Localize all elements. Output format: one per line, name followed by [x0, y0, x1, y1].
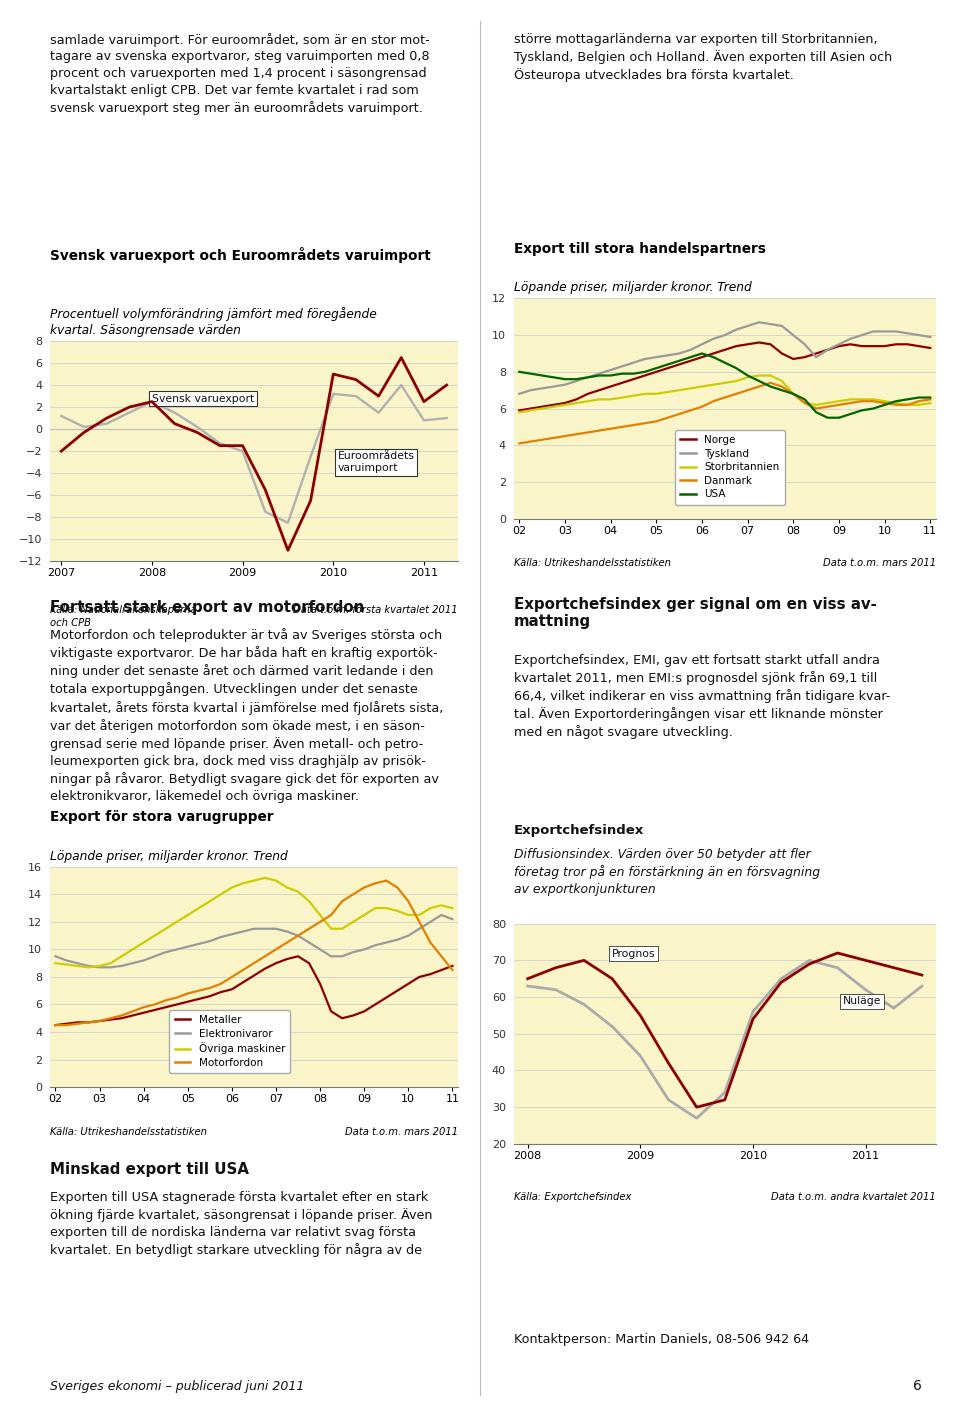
Text: 6: 6	[913, 1378, 922, 1393]
Legend: Metaller, Elektronivaror, Övriga maskiner, Motorfordon: Metaller, Elektronivaror, Övriga maskine…	[169, 1010, 290, 1073]
Legend: Norge, Tyskland, Storbritannien, Danmark, USA: Norge, Tyskland, Storbritannien, Danmark…	[675, 429, 784, 504]
Text: Diffusionsindex. Värden över 50 betyder att fler
företag tror på en förstärkning: Diffusionsindex. Värden över 50 betyder …	[514, 848, 820, 897]
Text: Nuläge: Nuläge	[843, 996, 881, 1006]
Text: Källa: Nationalräkenskaperna
och CPB: Källa: Nationalräkenskaperna och CPB	[50, 605, 197, 628]
Text: Källa: Utrikeshandelsstatistiken: Källa: Utrikeshandelsstatistiken	[50, 1127, 207, 1137]
Text: större mottagarländerna var exporten till Storbritannien,
Tyskland, Belgien och : större mottagarländerna var exporten til…	[514, 33, 892, 82]
Text: Kontaktperson: Martin Daniels, 08-506 942 64: Kontaktperson: Martin Daniels, 08-506 94…	[514, 1333, 808, 1346]
Text: Löpande priser, miljarder kronor. Trend: Löpande priser, miljarder kronor. Trend	[514, 281, 752, 294]
Text: Exporten till USA stagnerade första kvartalet efter en stark
ökning fjärde kvart: Exporten till USA stagnerade första kvar…	[50, 1191, 432, 1256]
Text: Exportchefsindex, EMI, gav ett fortsatt starkt utfall andra
kvartalet 2011, men : Exportchefsindex, EMI, gav ett fortsatt …	[514, 654, 890, 739]
Text: Fortsatt stark export av motorfordon: Fortsatt stark export av motorfordon	[50, 600, 364, 615]
Text: Källa: Utrikeshandelsstatistiken: Källa: Utrikeshandelsstatistiken	[514, 558, 671, 568]
Text: Löpande priser, miljarder kronor. Trend: Löpande priser, miljarder kronor. Trend	[50, 850, 288, 863]
Text: Data t.o.m. mars 2011: Data t.o.m. mars 2011	[345, 1127, 458, 1137]
Text: Svensk varuexport: Svensk varuexport	[152, 394, 254, 404]
Text: samlade varuimport. För euroområdet, som är en stor mot-
tagare av svenska expor: samlade varuimport. För euroområdet, som…	[50, 33, 430, 115]
Text: Sveriges ekonomi – publicerad juni 2011: Sveriges ekonomi – publicerad juni 2011	[50, 1380, 304, 1393]
Text: Exportchefsindex: Exportchefsindex	[514, 824, 644, 837]
Text: Euroområdets
varuimport: Euroområdets varuimport	[338, 452, 415, 473]
Text: Data t.o.m. första kvartalet 2011: Data t.o.m. första kvartalet 2011	[294, 605, 458, 615]
Text: Prognos: Prognos	[612, 949, 656, 959]
Text: Källa: Exportchefsindex: Källa: Exportchefsindex	[514, 1192, 631, 1202]
Text: Procentuell volymförändring jämfört med föregående
kvartal. Säsongrensade värden: Procentuell volymförändring jämfört med …	[50, 307, 376, 337]
Text: Svensk varuexport och Euroområdets varuimport: Svensk varuexport och Euroområdets varui…	[50, 247, 431, 263]
Text: Export för stora varugrupper: Export för stora varugrupper	[50, 810, 274, 824]
Text: Minskad export till USA: Minskad export till USA	[50, 1162, 249, 1178]
Text: Export till stora handelspartners: Export till stora handelspartners	[514, 242, 765, 256]
Text: Exportchefsindex ger signal om en viss av-
mattning: Exportchefsindex ger signal om en viss a…	[514, 597, 876, 628]
Text: Motorfordon och teleprodukter är två av Sveriges största och
viktigaste exportva: Motorfordon och teleprodukter är två av …	[50, 628, 444, 803]
Text: Data t.o.m. andra kvartalet 2011: Data t.o.m. andra kvartalet 2011	[771, 1192, 936, 1202]
Text: Data t.o.m. mars 2011: Data t.o.m. mars 2011	[823, 558, 936, 568]
